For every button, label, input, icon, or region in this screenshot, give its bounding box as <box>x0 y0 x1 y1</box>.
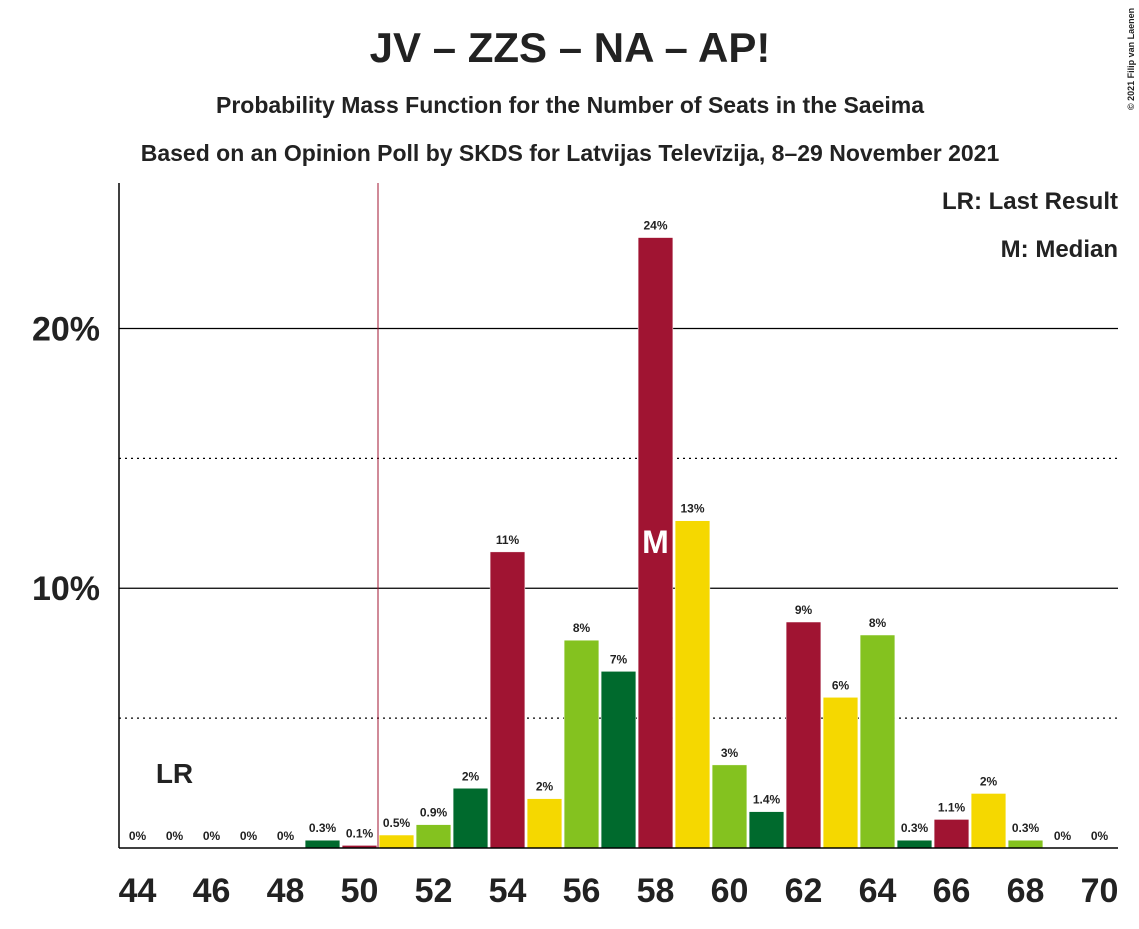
value-label: 13% <box>680 502 704 516</box>
bar <box>1007 839 1044 849</box>
bar <box>896 839 933 849</box>
bar <box>822 697 859 849</box>
x-tick-label: 56 <box>563 872 601 910</box>
x-tick-label: 46 <box>193 872 231 910</box>
value-label: 0.3% <box>901 821 929 835</box>
bar <box>415 824 452 849</box>
value-label: 0.9% <box>420 806 448 820</box>
bar <box>859 634 896 849</box>
legend-entry: M: Median <box>1001 236 1118 263</box>
x-tick-label: 62 <box>785 872 823 910</box>
x-tick-label: 60 <box>711 872 749 910</box>
bar <box>526 798 563 849</box>
bar <box>785 621 822 849</box>
x-tick-label: 58 <box>637 872 675 910</box>
y-tick-label: 10% <box>32 570 100 608</box>
bar <box>674 520 711 849</box>
value-label: 2% <box>462 769 480 783</box>
value-label: 0.5% <box>383 816 411 830</box>
chart-subtitle: Probability Mass Function for the Number… <box>216 92 924 118</box>
x-tick-label: 70 <box>1081 872 1119 910</box>
bar <box>933 819 970 849</box>
value-label: 0% <box>240 829 258 843</box>
legend-entry: LR: Last Result <box>942 188 1118 215</box>
chart-subtitle: Based on an Opinion Poll by SKDS for Lat… <box>141 140 1000 166</box>
value-label: 0.3% <box>309 821 337 835</box>
x-tick-label: 52 <box>415 872 453 910</box>
median-label: M <box>642 524 669 560</box>
value-label: 9% <box>795 603 813 617</box>
value-label: 7% <box>610 652 628 666</box>
x-tick-label: 48 <box>267 872 305 910</box>
value-label: 8% <box>573 621 591 635</box>
value-label: 6% <box>832 678 850 692</box>
value-label: 1.4% <box>753 793 781 807</box>
copyright: © 2021 Filip van Laenen <box>1126 8 1136 110</box>
x-tick-label: 66 <box>933 872 971 910</box>
last-result-label: LR <box>156 758 193 789</box>
bar <box>304 839 341 849</box>
value-label: 0.3% <box>1012 821 1040 835</box>
chart-title: JV – ZZS – NA – AP! <box>370 24 771 71</box>
value-label: 0% <box>277 829 295 843</box>
bar <box>600 671 637 849</box>
x-tick-label: 68 <box>1007 872 1045 910</box>
value-label: 1.1% <box>938 800 966 814</box>
y-tick-label: 20% <box>32 310 100 348</box>
bar <box>452 788 489 849</box>
bar <box>378 834 415 849</box>
value-label: 0% <box>203 829 221 843</box>
value-label: 0% <box>166 829 184 843</box>
x-tick-label: 64 <box>859 872 897 910</box>
value-label: 0.1% <box>346 826 374 840</box>
x-tick-label: 54 <box>489 872 527 910</box>
value-label: 2% <box>980 774 998 788</box>
x-tick-label: 50 <box>341 872 379 910</box>
value-label: 0% <box>129 829 147 843</box>
x-tick-label: 44 <box>119 872 157 910</box>
bar <box>637 237 674 849</box>
bar <box>711 764 748 849</box>
value-label: 0% <box>1054 829 1072 843</box>
bar <box>563 639 600 849</box>
bar <box>970 793 1007 849</box>
value-label: 24% <box>643 219 667 233</box>
value-label: 2% <box>536 780 554 794</box>
value-label: 11% <box>496 533 520 547</box>
bar <box>489 551 526 849</box>
value-label: 0% <box>1091 829 1109 843</box>
value-label: 3% <box>721 746 739 760</box>
value-label: 8% <box>869 616 887 630</box>
bar <box>748 811 785 849</box>
